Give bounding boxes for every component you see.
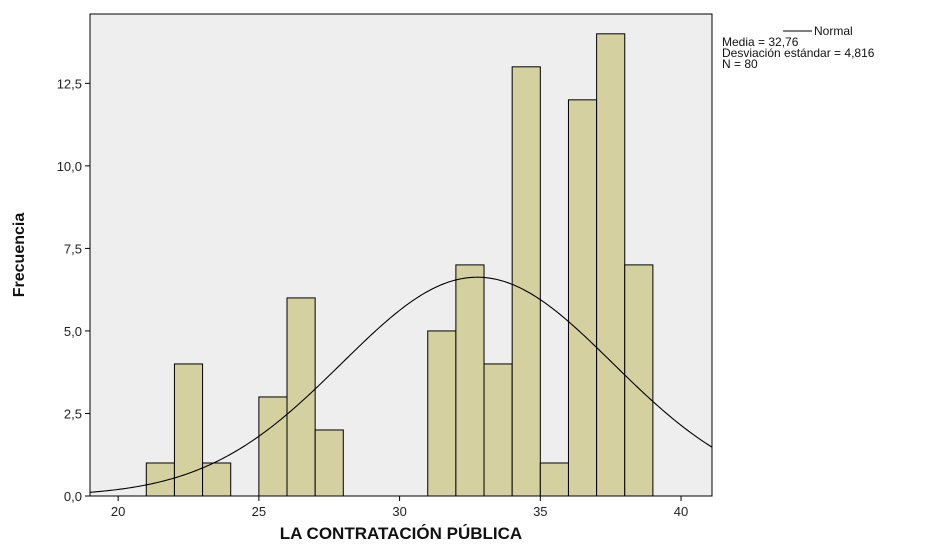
histogram-bar-17 — [624, 264, 654, 497]
histogram-bar-12 — [483, 363, 513, 497]
normal-curve-line — [89, 276, 713, 493]
histogram-bars — [145, 33, 654, 497]
histogram-bar-10 — [427, 330, 457, 497]
y-axis: 0,0 2,5 5,0 7,5 10,0 12,5 — [57, 76, 90, 504]
y-tick-label: 5,0 — [64, 324, 82, 339]
y-tick-label: 10,0 — [57, 159, 82, 174]
legend: Normal Media = 32,76 Desviación estándar… — [722, 24, 875, 71]
histogram-bar-14 — [539, 462, 569, 497]
legend-sd-text: Desviación estándar = 4,816 — [722, 46, 875, 60]
histogram-bar-5 — [286, 297, 316, 497]
histogram-bar-11 — [455, 264, 485, 497]
y-tick-label: 2,5 — [64, 406, 82, 421]
histogram-bar-6 — [314, 429, 344, 497]
plot-frame — [89, 13, 713, 497]
legend-n-text: N = 80 — [722, 57, 758, 71]
legend-series-label: Normal — [814, 24, 853, 38]
x-tick-label: 40 — [674, 504, 688, 519]
histogram-bar-16 — [596, 33, 626, 497]
histogram-bar-15 — [567, 99, 598, 497]
x-tick-label: 30 — [392, 504, 406, 519]
histogram-bar-4 — [258, 396, 288, 497]
x-axis: 20 25 30 35 40 — [111, 496, 688, 519]
x-axis-title: LA CONTRATACIÓN PÚBLICA — [280, 524, 522, 543]
y-axis-title: Frecuencia — [11, 213, 28, 298]
histogram-bar-2 — [202, 462, 232, 497]
y-tick-label: 12,5 — [57, 76, 82, 91]
x-tick-label: 35 — [533, 504, 547, 519]
legend-mean-text: Media = 32,76 — [722, 35, 799, 49]
histogram-bar-13 — [511, 66, 541, 497]
y-tick-label: 7,5 — [64, 241, 82, 256]
x-tick-label: 25 — [252, 504, 266, 519]
y-tick-label: 0,0 — [64, 489, 82, 504]
x-tick-label: 20 — [111, 504, 125, 519]
histogram-bar-1 — [173, 363, 204, 497]
